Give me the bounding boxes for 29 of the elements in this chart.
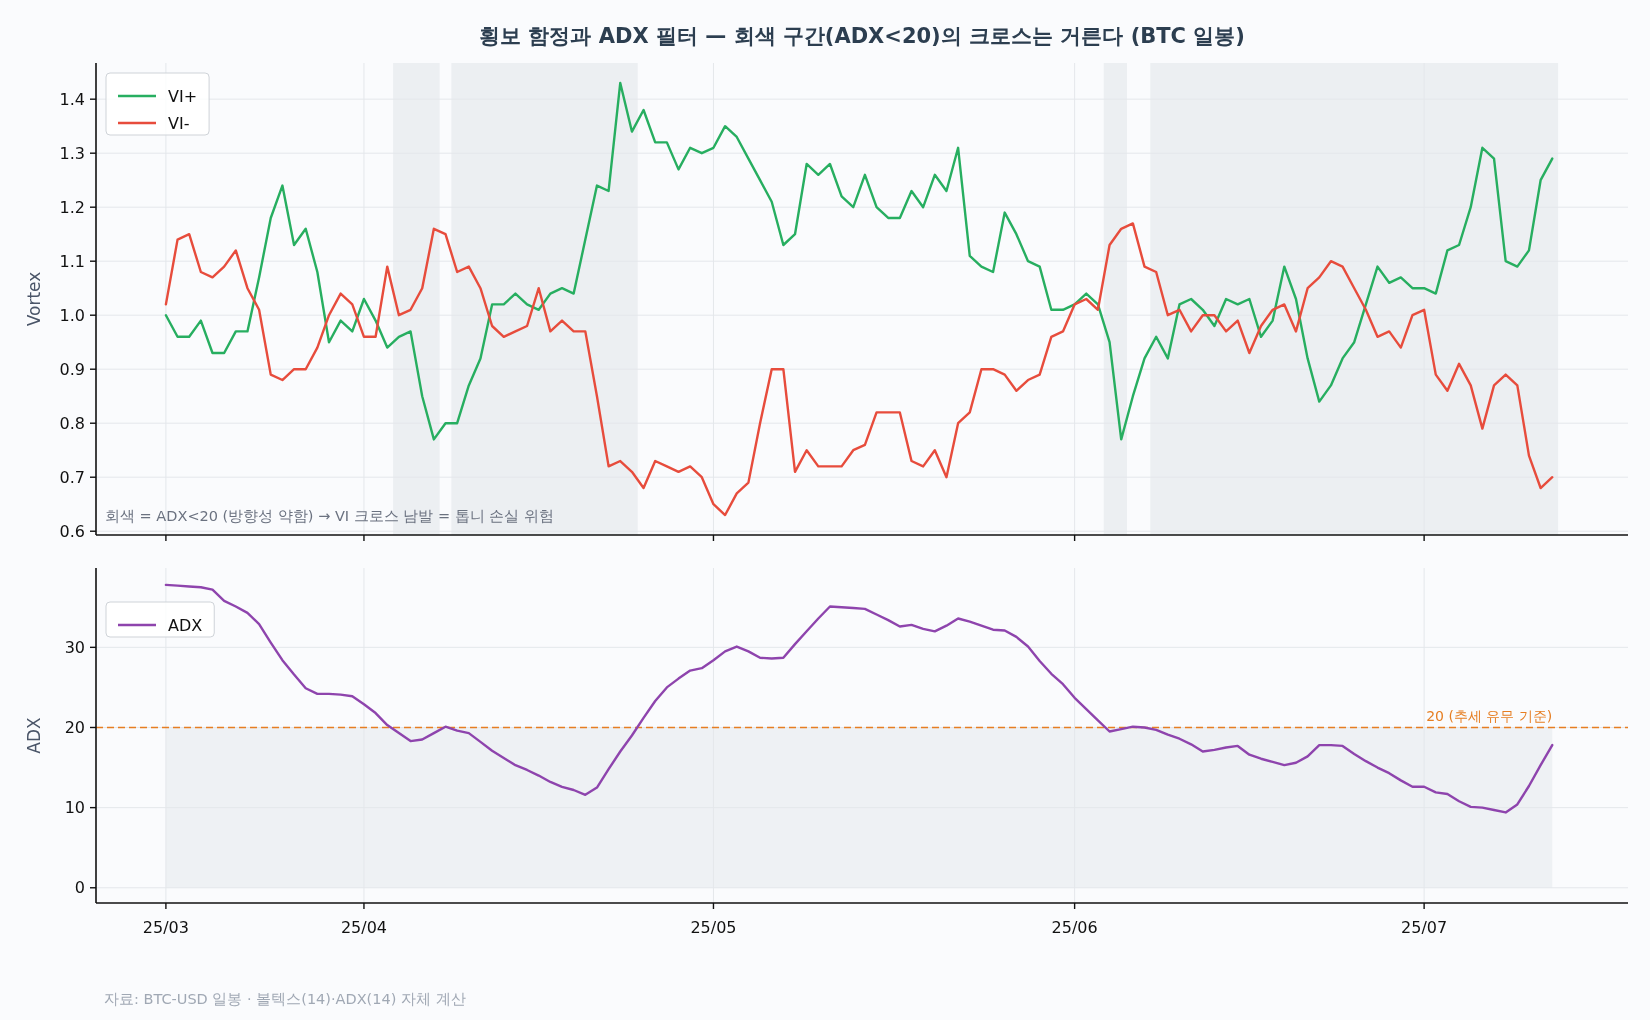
y-tick-label: 20: [64, 717, 85, 737]
x-tick-label: 25/04: [340, 918, 388, 937]
chart-title: 횡보 함정과 ADX 필터 — 회색 구간(ADX<20)의 크로스는 거른다 (BTC 일봉): [479, 24, 1245, 48]
y-axis-title: ADX: [24, 716, 44, 754]
legend-label: VI+: [168, 87, 198, 106]
legend-label: ADX: [168, 616, 203, 635]
ref-line-label: 20 (추세 유무 기준): [1426, 708, 1553, 725]
x-tick-label: 25/03: [142, 918, 189, 937]
y-tick-label: 0.8: [59, 413, 85, 433]
text: 자료: BTC-USD 일봉 · 볼텍스(14)·ADX(14) 자체 계산: [104, 991, 466, 1007]
y-tick-label: 0.6: [59, 521, 85, 541]
x-tick-label: 25/06: [1051, 918, 1098, 937]
y-tick-label: 1.4: [59, 89, 85, 109]
x-tick-label: 25/07: [1401, 918, 1448, 937]
y-tick-label: 0: [74, 878, 85, 898]
line-series: [164, 81, 1554, 441]
line-series: [164, 583, 1554, 814]
y-tick-label: 1.3: [59, 143, 85, 163]
y-tick-label: 10: [64, 798, 85, 818]
y-tick-label: 1.2: [59, 197, 85, 217]
legend-label: VI-: [168, 114, 190, 133]
y-tick-label: 0.9: [59, 359, 85, 379]
y-tick-label: 30: [64, 637, 85, 657]
annotation: 회색 = ADX<20 (방향성 약함) → VI 크로스 남발 = 톱니 손실 위험: [105, 508, 554, 524]
y-tick-label: 1.0: [59, 305, 85, 325]
x-tick-label: 25/05: [690, 918, 737, 937]
y-tick-label: 1.1: [59, 251, 85, 271]
y-axis-title: Vortex: [24, 271, 44, 327]
y-tick-label: 0.7: [59, 467, 85, 487]
